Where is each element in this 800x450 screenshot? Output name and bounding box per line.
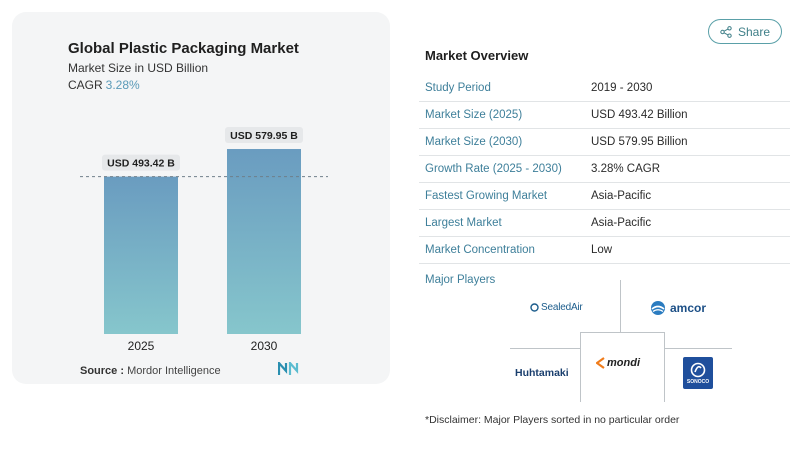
overview-value: Asia-Pacific xyxy=(591,190,652,202)
grid-divider xyxy=(664,332,665,402)
mondi-logo: mondi xyxy=(596,357,640,369)
x-tick-label-2025: 2025 xyxy=(128,339,155,353)
sealedair-wordmark: SealedAir xyxy=(541,302,583,313)
overview-value: Low xyxy=(591,244,613,256)
grid-divider xyxy=(580,332,664,333)
sealedair-logo: SealedAir xyxy=(530,302,583,313)
mordor-intelligence-logo-icon xyxy=(278,362,299,375)
overview-value: USD 579.95 Billion xyxy=(591,136,688,148)
bar-2030 xyxy=(227,149,301,334)
source-label: Source : xyxy=(80,365,125,377)
cagr-value: 3.28% xyxy=(105,78,140,92)
overview-key: Market Size (2030) xyxy=(425,136,523,148)
grid-divider xyxy=(580,332,581,402)
sonoco-logo: SONOCO xyxy=(683,357,713,389)
overview-row: Study Period 2019 - 2030 xyxy=(419,75,790,102)
mondi-wordmark: mondi xyxy=(607,357,640,369)
cagr-label: CAGR xyxy=(68,78,103,92)
chart-card xyxy=(12,12,390,384)
overview-row: Market Size (2030) USD 579.95 Billion xyxy=(419,129,790,156)
overview-row: Fastest Growing Market Asia-Pacific xyxy=(419,183,790,210)
amcor-mark-icon xyxy=(651,301,665,315)
overview-key: Growth Rate (2025 - 2030) xyxy=(425,163,562,175)
mondi-mark-icon xyxy=(596,357,605,369)
disclaimer: *Disclaimer: Major Players sorted in no … xyxy=(425,414,680,426)
overview-table: Study Period 2019 - 2030 Market Size (202… xyxy=(419,75,790,264)
x-tick-label-2030: 2030 xyxy=(251,339,278,353)
share-button[interactable]: Share xyxy=(708,19,782,44)
data-label-bg xyxy=(225,127,303,144)
source-text: Mordor Intelligence xyxy=(127,365,221,377)
grid-divider xyxy=(510,348,580,349)
overview-key: Market Size (2025) xyxy=(425,109,523,121)
sonoco-mark-icon xyxy=(690,362,706,377)
overview-value: 2019 - 2030 xyxy=(591,82,653,94)
overview-key: Study Period xyxy=(425,82,491,94)
source-line: Source : Mordor Intelligence xyxy=(80,365,221,377)
share-label: Share xyxy=(737,24,771,39)
amcor-wordmark: amcor xyxy=(670,301,707,315)
sealedair-mark-icon xyxy=(530,303,539,312)
sonoco-wordmark: SONOCO xyxy=(686,378,710,385)
overview-row: Growth Rate (2025 - 2030) 3.28% CAGR xyxy=(419,156,790,183)
overview-key: Largest Market xyxy=(425,217,502,229)
data-label-bg xyxy=(102,154,180,171)
cagr-line: CAGR 3.28% xyxy=(68,78,140,92)
overview-row: Market Concentration Low xyxy=(419,237,790,264)
overview-value: USD 493.42 Billion xyxy=(591,109,688,121)
grid-divider xyxy=(664,348,732,349)
bar-chart: USD 493.42 B 2025 USD 579.95 B 2030 xyxy=(80,127,328,353)
overview-key: Market Concentration xyxy=(425,244,535,256)
data-label-2030: USD 579.95 B xyxy=(230,130,298,142)
overview-key: Fastest Growing Market xyxy=(425,190,548,202)
chart-subtitle: Market Size in USD Billion xyxy=(68,61,209,75)
overview-value: Asia-Pacific xyxy=(591,217,652,229)
chart-title: Global Plastic Packaging Market xyxy=(68,40,299,57)
overview-row: Largest Market Asia-Pacific xyxy=(419,210,790,237)
overview-row: Market Size (2025) USD 493.42 Billion xyxy=(419,102,790,129)
players-grid xyxy=(510,280,732,402)
overview-title: Market Overview xyxy=(425,48,529,63)
amcor-logo: amcor xyxy=(650,300,706,316)
grid-divider xyxy=(620,280,621,332)
huhtamaki-logo: Huhtamaki xyxy=(515,367,569,379)
overview-value: 3.28% CAGR xyxy=(591,163,661,175)
bar-2025 xyxy=(104,176,178,334)
share-icon xyxy=(720,25,732,38)
players-title: Major Players xyxy=(425,274,496,286)
data-label-2025: USD 493.42 B xyxy=(107,158,175,170)
